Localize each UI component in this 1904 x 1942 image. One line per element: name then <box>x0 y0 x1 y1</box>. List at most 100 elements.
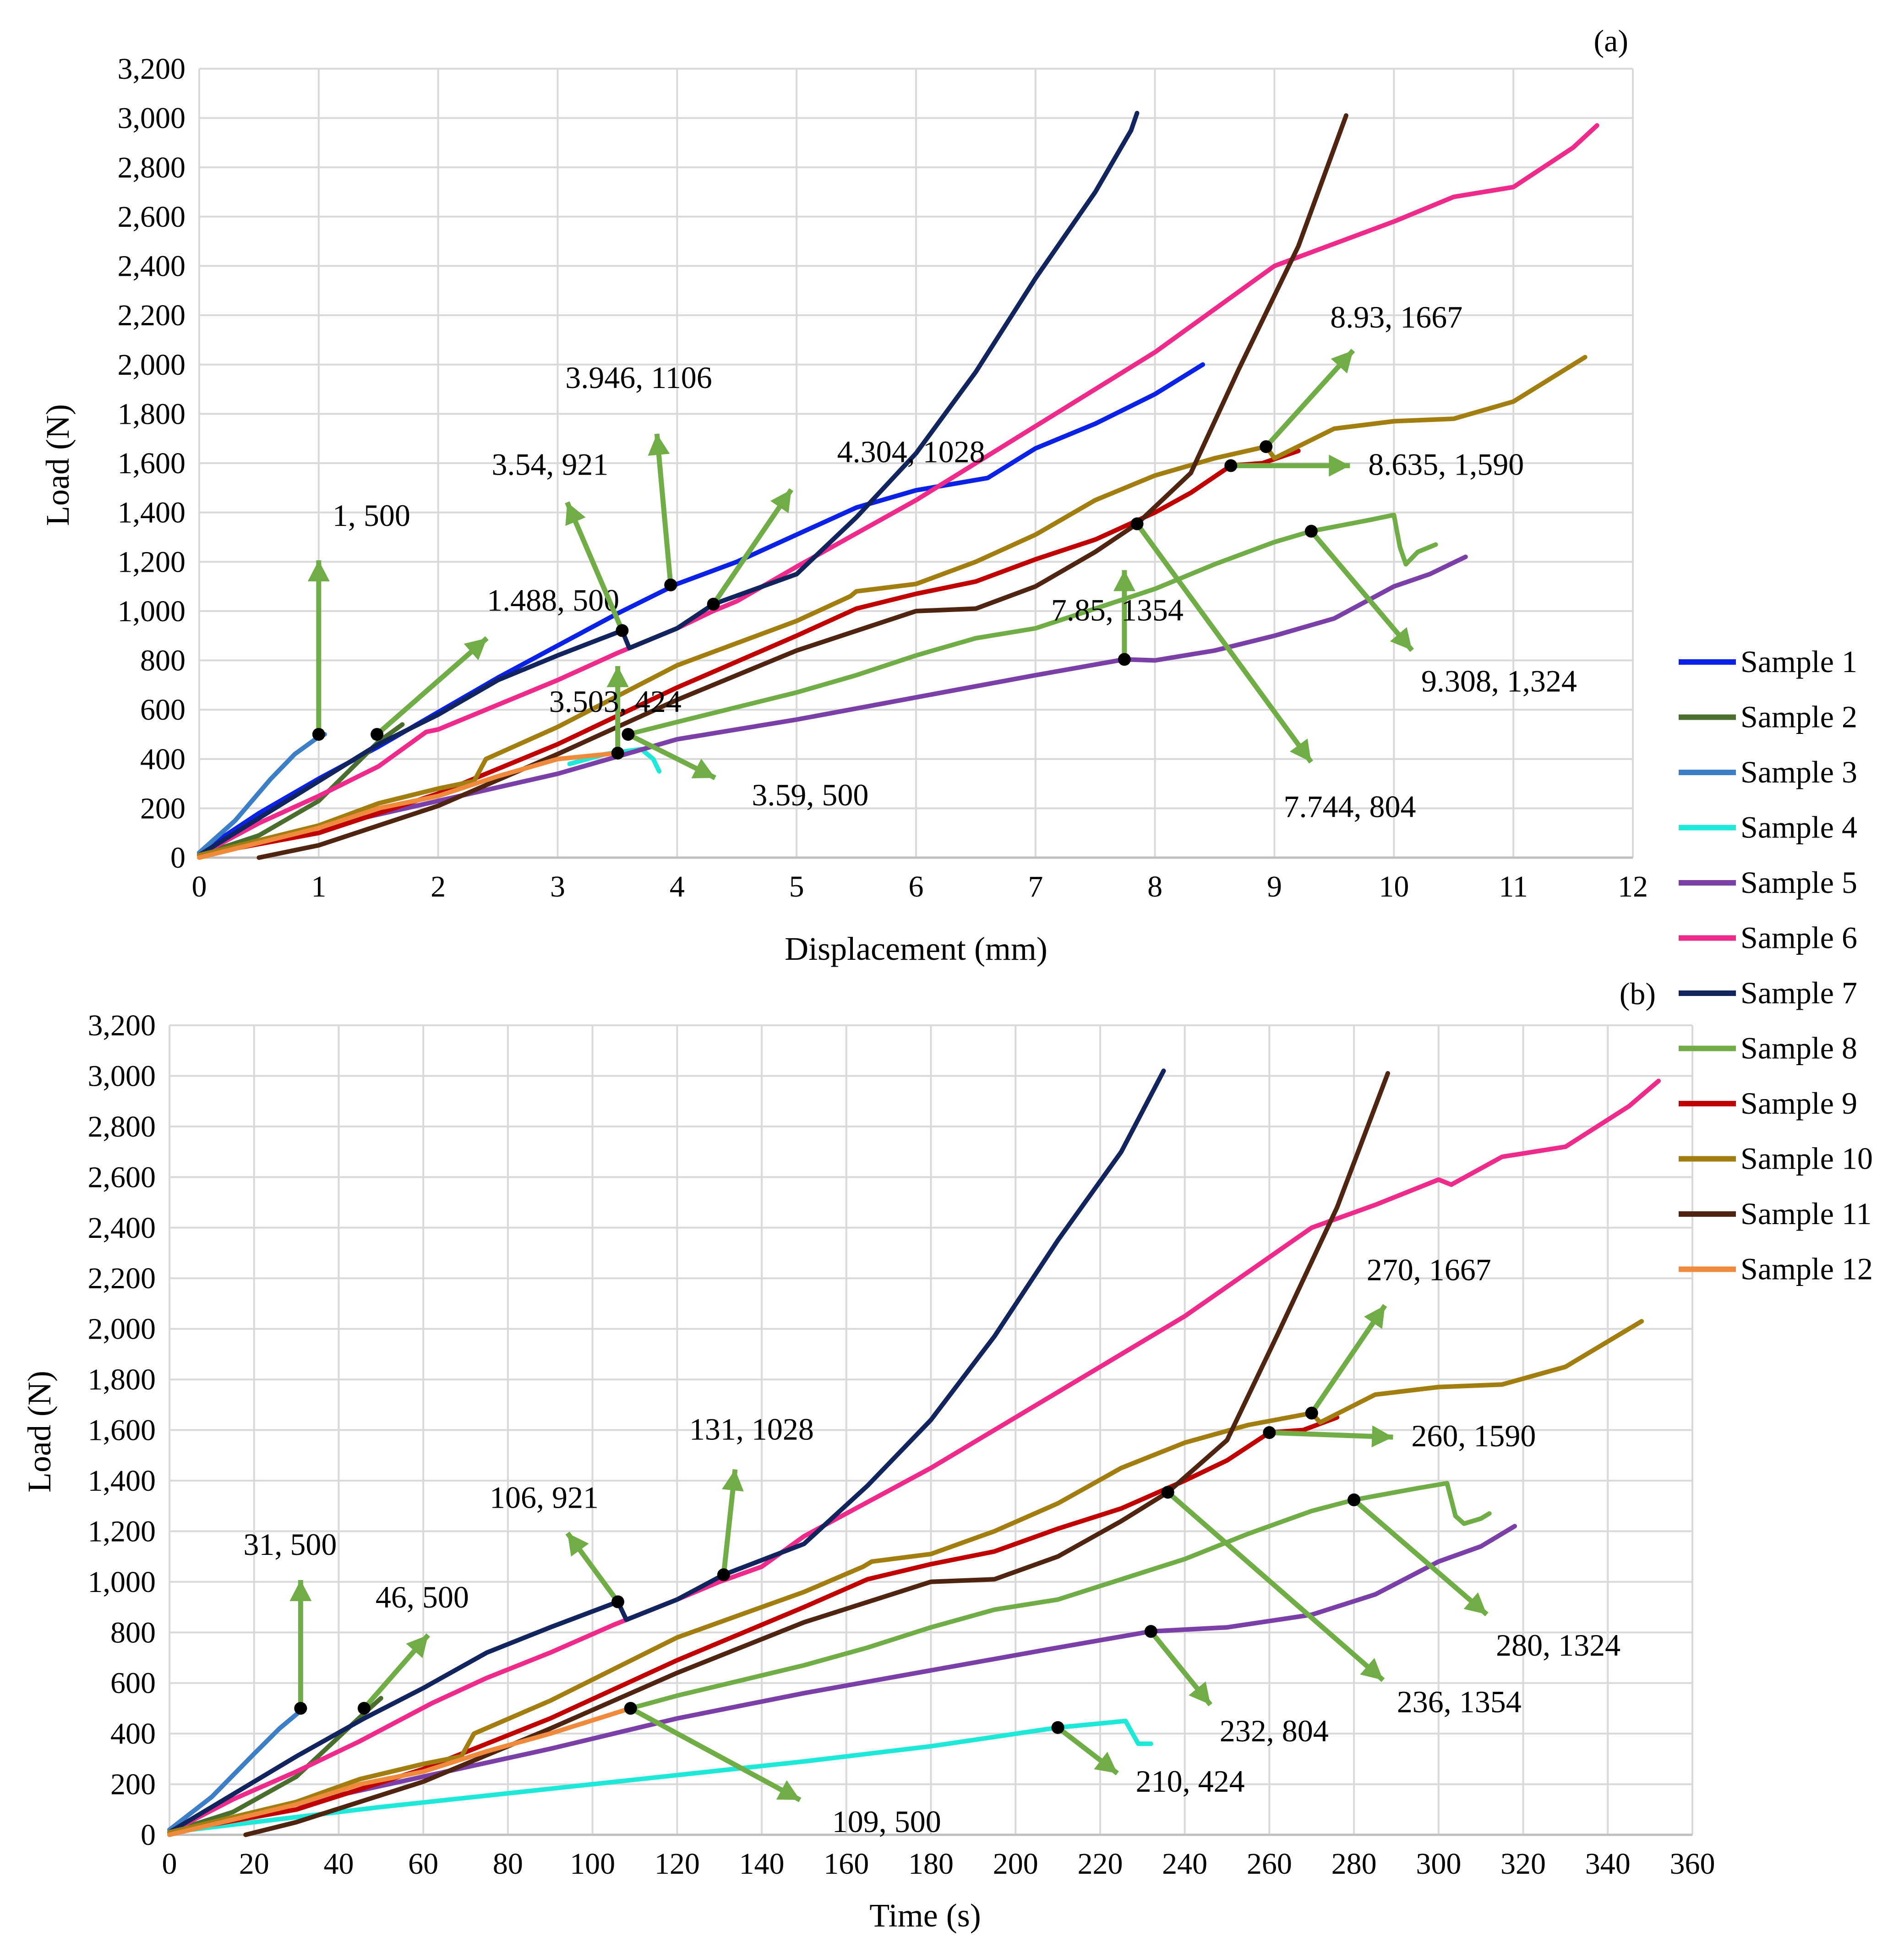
annotation-label: 1, 500 <box>333 498 410 533</box>
series-line-sample-7 <box>197 110 1140 858</box>
x-ticks-a: 0 1 2 3 4 5 6 7 8 9 10 11 12 <box>192 870 1648 903</box>
x-tick-label: 100 <box>570 1847 615 1881</box>
y-tick-label: 2,000 <box>118 348 186 382</box>
series-line-sample-6 <box>197 123 1599 858</box>
y-tick-label: 400 <box>140 743 185 776</box>
legend-label: Sample 4 <box>1740 810 1857 845</box>
x-tick-label: 200 <box>993 1847 1038 1881</box>
y-tick-label: 1,200 <box>88 1515 156 1548</box>
annotation-label: 3.946, 1106 <box>565 360 712 395</box>
series-line-sample-8 <box>628 1481 1492 1711</box>
annotation-arrowhead <box>1360 1658 1383 1680</box>
x-tick-label: 260 <box>1247 1847 1292 1881</box>
legend-item-sample-12: Sample 12 <box>1679 1252 1873 1286</box>
y-ticks-a: 0 200 400 600 800 1,000 1,200 1,400 1,600 1,800 2,… <box>118 52 186 875</box>
series-line-sample-12 <box>167 1706 633 1837</box>
x-tick-label: 2 <box>431 870 446 903</box>
annotation-label: 232, 804 <box>1220 1713 1329 1748</box>
y-tick-label: 3,200 <box>118 52 186 86</box>
x-tick-label: 0 <box>192 870 207 903</box>
series-line-sample-6 <box>167 1078 1661 1835</box>
annotation-arrowhead <box>307 560 330 581</box>
legend-item-sample-6: Sample 6 <box>1679 920 1857 955</box>
annotation-label: 31, 500 <box>243 1527 337 1562</box>
y-tick-label: 3,200 <box>88 1009 156 1042</box>
annotation-marker <box>707 597 720 611</box>
annotation-arrow <box>1309 1304 1387 1415</box>
x-tick-label: 8 <box>1147 870 1162 903</box>
y-tick-label: 200 <box>110 1768 156 1801</box>
y-tick-label: 1,200 <box>118 545 186 579</box>
annotation-label: 106, 921 <box>490 1480 599 1515</box>
annotations-a: 1, 500 1.488, 500 3.54, 921 3.946, 1106 4.30… <box>307 300 1577 824</box>
x-tick-label: 240 <box>1162 1847 1207 1881</box>
x-tick-label: 180 <box>908 1847 954 1881</box>
y-tick-label: 1,600 <box>88 1414 156 1447</box>
annotation-label: 1.488, 500 <box>487 583 619 618</box>
legend-item-sample-7: Sample 7 <box>1679 975 1857 1010</box>
annotation-arrowhead <box>1331 350 1353 374</box>
y-tick-label: 2,400 <box>88 1211 156 1245</box>
annotation-marker <box>1144 1625 1157 1638</box>
chart-panel-a: 0 200 400 600 800 1,000 1,200 1,400 1,600 1,800 2,… <box>39 23 1648 967</box>
legend-label: Sample 2 <box>1740 700 1857 734</box>
series-line-sample-12 <box>197 750 620 860</box>
annotation-arrow <box>1309 529 1414 652</box>
x-tick-label: 10 <box>1379 870 1409 903</box>
panel-tag-b: (b) <box>1620 976 1656 1011</box>
annotation-marker <box>1224 459 1238 472</box>
y-tick-label: 600 <box>110 1667 156 1700</box>
annotation-arrowhead <box>722 1469 744 1492</box>
legend-label: Sample 5 <box>1740 865 1857 900</box>
annotation-arrowhead <box>1329 454 1350 477</box>
legend-item-sample-11: Sample 11 <box>1679 1196 1871 1231</box>
series-line-sample-7 <box>167 1068 1166 1835</box>
series-a <box>197 110 1599 860</box>
legend-label: Sample 11 <box>1740 1196 1871 1231</box>
annotation-label: 3.54, 921 <box>491 447 608 481</box>
annotation-arrowhead <box>1463 1592 1487 1614</box>
legend-item-sample-4: Sample 4 <box>1679 810 1857 845</box>
x-tick-label: 11 <box>1499 870 1528 903</box>
y-tick-label: 2,000 <box>88 1313 156 1346</box>
y-tick-label: 0 <box>170 841 185 875</box>
legend-item-sample-8: Sample 8 <box>1679 1031 1857 1066</box>
y-tick-label: 1,400 <box>88 1464 156 1498</box>
x-tick-label: 320 <box>1500 1847 1546 1881</box>
annotation-arrowhead <box>1371 1425 1393 1448</box>
annotation-marker <box>357 1701 371 1715</box>
legend-label: Sample 12 <box>1740 1252 1873 1286</box>
annotation-label: 3.503, 424 <box>549 684 682 719</box>
annotation-arrowhead <box>289 1580 312 1601</box>
annotation-marker <box>1130 517 1144 531</box>
annotation-arrowhead <box>1094 1751 1118 1773</box>
y-tick-label: 2,200 <box>118 299 186 332</box>
legend-item-sample-1: Sample 1 <box>1679 644 1857 679</box>
y-tick-label: 600 <box>140 693 185 727</box>
x-tick-label: 7 <box>1028 870 1043 903</box>
annotation-arrowhead <box>1113 570 1135 591</box>
annotation-arrow <box>1166 1490 1385 1682</box>
x-tick-label: 40 <box>323 1847 354 1881</box>
annotation-arrowhead <box>1390 627 1412 651</box>
annotation-marker <box>611 1595 625 1608</box>
series-line-sample-5 <box>167 1524 1517 1835</box>
annotation-arrowhead <box>648 433 670 456</box>
annotation-marker <box>1304 525 1318 538</box>
annotation-arrowhead <box>406 1635 428 1658</box>
annotation-arrowhead <box>1364 1305 1385 1329</box>
annotation-marker <box>1348 1493 1361 1506</box>
annotation-marker <box>664 578 677 591</box>
y-tick-label: 2,600 <box>118 200 186 234</box>
x-tick-label: 3 <box>550 870 565 903</box>
legend-label: Sample 3 <box>1740 755 1857 789</box>
annotation-arrow <box>711 488 794 606</box>
annotation-label: 3.59, 500 <box>752 777 868 812</box>
annotation-label: 131, 1028 <box>689 1411 814 1446</box>
legend-item-sample-5: Sample 5 <box>1679 865 1857 900</box>
x-tick-label: 340 <box>1585 1847 1631 1881</box>
annotation-label: 7.744, 804 <box>1284 789 1416 824</box>
annotation-label: 8.635, 1,590 <box>1368 447 1524 481</box>
annotation-arrow <box>629 1706 802 1802</box>
y-axis-title-a: Load (N) <box>39 404 76 526</box>
